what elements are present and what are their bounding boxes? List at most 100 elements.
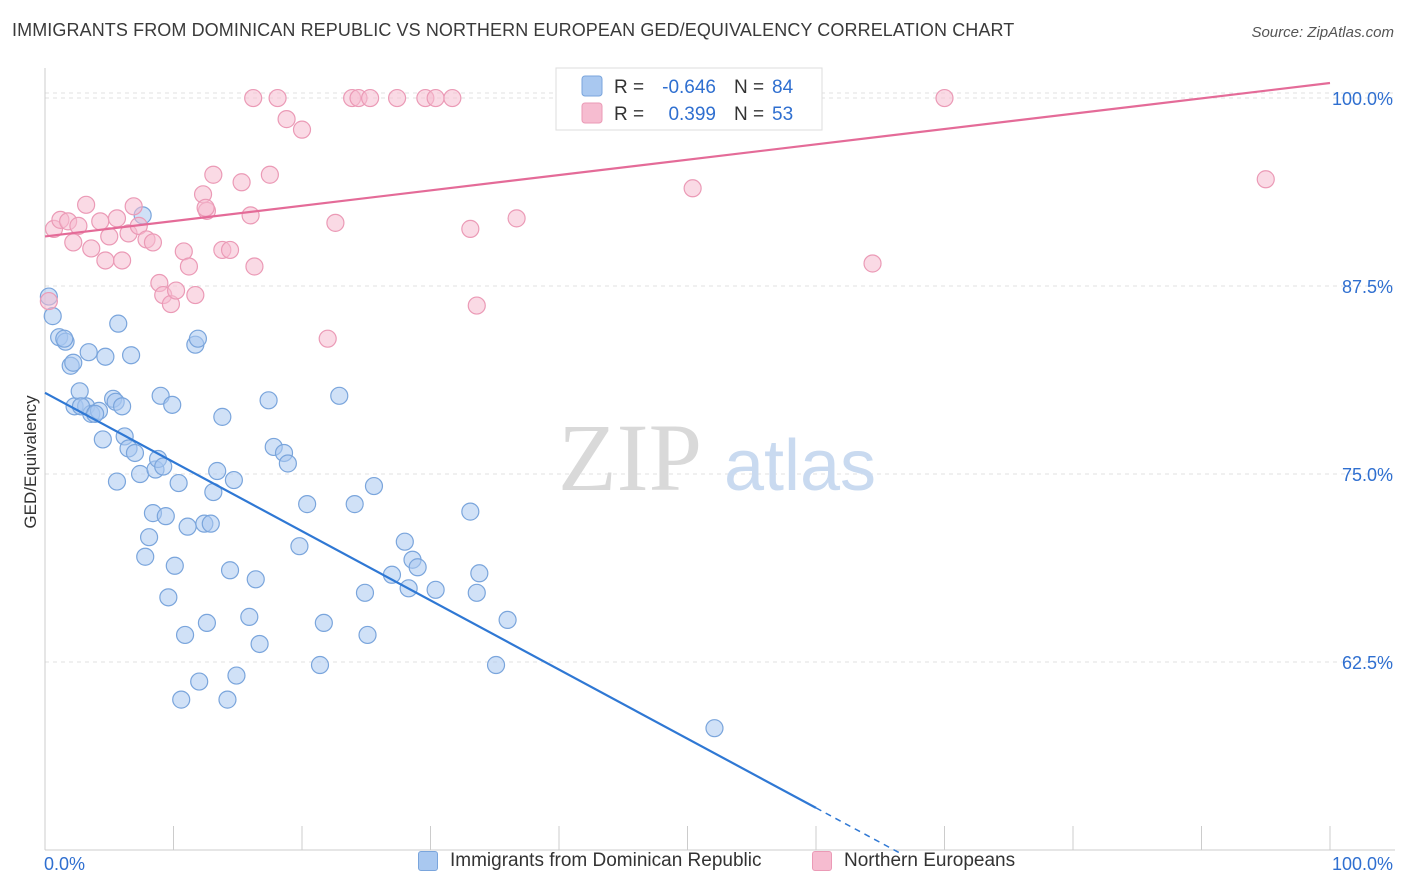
legend-item-northern[interactable]: Northern Europeans — [812, 850, 1015, 872]
dominican-point-51 — [227, 666, 246, 685]
northern-point-33 — [260, 165, 279, 184]
northern-point-52 — [935, 88, 954, 108]
northern-point-41 — [387, 88, 407, 108]
y-tick-labels: 62.5% 75.0% 87.5% 100.0% — [1332, 89, 1393, 673]
legend-box: R = -0.646 N = 84 R = 0.399 N = 53 — [555, 67, 823, 131]
dominican-point-25 — [136, 547, 155, 566]
dominican-point-67 — [364, 476, 384, 496]
northern-point-9 — [96, 251, 115, 270]
dominican-point-34 — [165, 556, 184, 575]
dominican-point-38 — [178, 517, 197, 536]
dominican-point-41 — [190, 672, 209, 691]
northern-point-34 — [277, 110, 296, 129]
dominican-point-16 — [107, 472, 127, 491]
dominican-point-59 — [290, 537, 309, 556]
legend-n-label-1: N = — [734, 77, 764, 98]
legend-label-northern: Northern Europeans — [844, 850, 1016, 871]
northern-point-54 — [244, 88, 263, 108]
northern-point-23 — [179, 257, 199, 276]
dominican-point-43 — [197, 613, 217, 633]
northern-point-43 — [426, 88, 445, 108]
dominican-point-63 — [330, 386, 349, 405]
dominican-point-54 — [250, 634, 269, 654]
dominican-point-18 — [112, 397, 132, 416]
dominican-point-74 — [461, 502, 480, 521]
northern-point-22 — [174, 242, 193, 261]
dominican-point-40 — [188, 329, 208, 348]
trend-line-dominican — [44, 391, 817, 809]
dominican-point-32 — [159, 588, 178, 607]
dominican-point-10 — [79, 343, 98, 362]
northern-point-14 — [124, 197, 143, 216]
legend-swatch-blue — [581, 75, 603, 97]
dominican-point-23 — [130, 464, 150, 484]
dominican-point-17 — [109, 314, 128, 333]
watermark-atlas: atlas — [724, 426, 876, 506]
y-tick-label-2: 87.5% — [1342, 277, 1393, 297]
dominican-point-48 — [218, 690, 237, 709]
northern-point-44 — [443, 88, 462, 108]
dominican-point-62 — [314, 613, 333, 633]
trend-lines — [44, 81, 1331, 854]
northern-point-45 — [461, 219, 480, 238]
dominican-point-65 — [355, 583, 375, 602]
legend-r-label-1: R = — [614, 77, 644, 98]
northern-point-51 — [863, 254, 882, 273]
northern-point-55 — [268, 88, 287, 108]
dominican-point-33 — [163, 395, 182, 414]
dominican-point-58 — [278, 454, 297, 473]
dominican-point-1 — [43, 307, 62, 326]
northern-point-32 — [245, 257, 264, 276]
dominican-point-64 — [345, 495, 364, 514]
northern-point-36 — [318, 329, 337, 348]
dominican-point-37 — [175, 625, 195, 645]
northern-point-46 — [467, 296, 486, 315]
legend-r-value-2: 0.399 — [668, 104, 716, 125]
northern-point-49 — [683, 179, 702, 198]
northern-point-5 — [69, 216, 88, 235]
northern-point-56 — [196, 198, 215, 217]
legend-n-value-2: 53 — [772, 104, 793, 125]
x-tick-labels: 0.0% 100.0% — [44, 854, 1393, 874]
legend-swatch-northern — [812, 851, 832, 871]
dominican-point-46 — [208, 461, 227, 481]
dominican-point-75 — [467, 583, 486, 602]
y-tick-label-0: 62.5% — [1342, 653, 1393, 673]
dominican-point-69 — [395, 532, 414, 551]
legend-n-label-2: N = — [734, 104, 764, 125]
dominican-point-47 — [213, 407, 232, 426]
dominican-point-76 — [470, 564, 489, 583]
dominican-point-21 — [121, 346, 141, 365]
bottom-legend: Immigrants from Dominican Republic North… — [0, 850, 1406, 880]
northern-point-21 — [166, 281, 186, 300]
northern-point-8 — [91, 212, 110, 231]
northern-point-40 — [361, 88, 380, 108]
dominican-point-22 — [125, 443, 145, 463]
dominican-point-44 — [201, 514, 220, 533]
source-label: Source: ZipAtlas.com — [1251, 24, 1394, 41]
dominican-point-60 — [298, 495, 317, 514]
northern-point-47 — [507, 209, 526, 228]
dominican-point-79 — [705, 719, 724, 738]
legend-item-dominican[interactable]: Immigrants from Dominican Republic — [418, 850, 762, 872]
watermark: ZIP atlas — [558, 404, 876, 511]
trend-line-northern — [44, 81, 1331, 238]
chart-title: IMMIGRANTS FROM DOMINICAN REPUBLIC VS NO… — [12, 20, 1015, 40]
dominican-point-53 — [246, 570, 265, 589]
dominican-point-50 — [224, 470, 243, 490]
northern-point-11 — [107, 209, 127, 228]
northern-point-17 — [143, 233, 163, 252]
dominican-point-49 — [220, 561, 240, 580]
northern-point-53 — [1256, 170, 1275, 189]
northern-point-35 — [292, 120, 312, 139]
legend-n-value-1: 84 — [772, 77, 794, 98]
dominican-point-31 — [156, 507, 175, 526]
y-axis-label: GED/Equivalency — [21, 395, 40, 529]
x-tick-label-1: 100.0% — [1332, 854, 1393, 874]
trend-line-dominican-extension — [815, 807, 900, 854]
dominican-point-66 — [358, 625, 377, 645]
x-tick-label-0: 0.0% — [44, 854, 85, 874]
dominican-point-5 — [64, 353, 83, 372]
dominican-point-78 — [498, 610, 517, 630]
